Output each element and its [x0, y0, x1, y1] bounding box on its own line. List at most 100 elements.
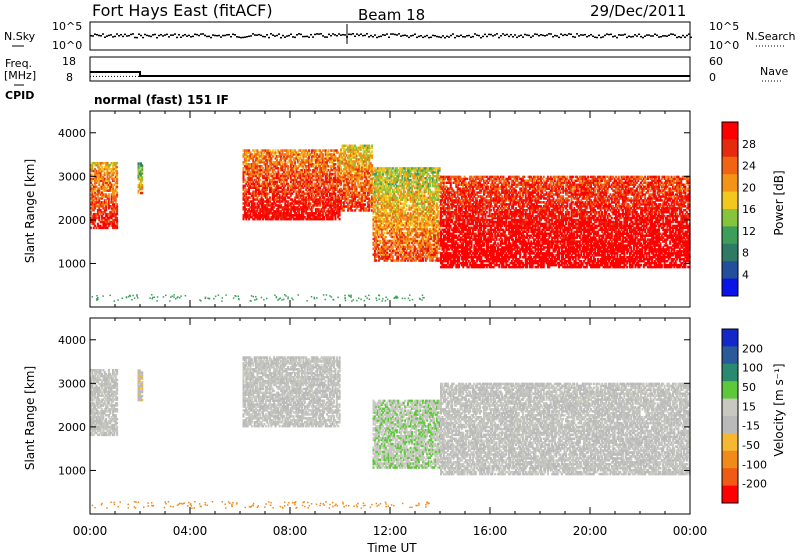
freq-left-unit: [MHz]: [4, 69, 36, 82]
beam-title: Beam 18: [358, 6, 425, 24]
noise-point: [302, 36, 304, 38]
noise-point: [314, 34, 316, 36]
noise-point: [646, 34, 648, 36]
noise-point: [454, 37, 456, 39]
noise-point: [206, 36, 208, 38]
noise-point: [444, 37, 446, 39]
noise-point: [654, 33, 656, 35]
noise-point: [350, 34, 352, 36]
noise-point: [218, 35, 220, 37]
noise-point: [426, 35, 428, 37]
noise-point: [384, 34, 386, 36]
noise-point: [490, 34, 492, 36]
noise-point: [256, 34, 258, 36]
noise-point: [684, 36, 686, 38]
noise-point: [662, 35, 664, 37]
noise-point: [478, 35, 480, 37]
echo-cell: [116, 170, 118, 172]
noise-point: [140, 35, 142, 37]
noise-point: [280, 37, 282, 39]
noise-point: [566, 35, 568, 37]
noise-point: [332, 33, 334, 35]
noise-point: [134, 37, 136, 39]
noise-point: [546, 34, 548, 36]
nave-label: Nave: [760, 65, 788, 78]
noise-point: [194, 34, 196, 36]
noise-point: [640, 36, 642, 38]
noise-point: [232, 34, 234, 36]
noise-point: [148, 35, 150, 37]
noise-point: [310, 34, 312, 36]
noise-point: [618, 34, 620, 36]
noise-point: [258, 34, 260, 36]
noise-point: [536, 34, 538, 36]
noise-point: [452, 33, 454, 35]
noise-point: [404, 35, 406, 37]
echo-cell: [141, 184, 143, 186]
noise-point: [474, 33, 476, 35]
noise-point: [90, 35, 92, 37]
noise-point: [320, 33, 322, 35]
noise-point: [356, 33, 358, 35]
noise-point: [520, 35, 522, 37]
noise-point: [688, 33, 690, 35]
noise-point: [652, 35, 654, 37]
noise-point: [104, 37, 106, 39]
noise-point: [190, 36, 192, 38]
noise-point: [540, 34, 542, 36]
noise-point: [390, 33, 392, 35]
noise-point: [394, 34, 396, 36]
noise-point: [126, 35, 128, 37]
station-title: Fort Hays East (fitACF): [92, 1, 273, 20]
noise-point: [252, 33, 254, 35]
noise-point: [626, 37, 628, 39]
noise-point: [306, 36, 308, 38]
freq-left-tick-top: 18: [62, 55, 76, 68]
noise-point: [358, 35, 360, 37]
noise-point: [668, 35, 670, 37]
noise-point: [576, 33, 578, 35]
noise-point: [594, 37, 596, 39]
noise-point: [270, 33, 272, 35]
noise-point: [396, 34, 398, 36]
noise-point: [556, 35, 558, 37]
noise-point: [648, 34, 650, 36]
noise-point: [110, 34, 112, 36]
noise-point: [164, 34, 166, 36]
noise-point: [584, 34, 586, 36]
noise-point: [424, 36, 426, 38]
noise-point: [300, 34, 302, 36]
noise-point: [604, 35, 606, 37]
noise-point: [156, 37, 158, 39]
noise-point: [682, 35, 684, 37]
noise-point: [360, 33, 362, 35]
noise-point: [442, 35, 444, 37]
noise-point: [678, 36, 680, 38]
noise-point: [450, 35, 452, 37]
noise-point: [386, 33, 388, 35]
noise-point: [222, 35, 224, 37]
noise-point: [248, 36, 250, 38]
noise-point: [430, 37, 432, 39]
noise-point: [352, 33, 354, 35]
noise-point: [548, 33, 550, 35]
noise-point: [428, 37, 430, 39]
noise-point: [162, 35, 164, 37]
noise-point: [226, 34, 228, 36]
noise-point: [342, 34, 344, 36]
noise-point: [158, 35, 160, 37]
noise-point: [472, 36, 474, 38]
noise-point: [558, 37, 560, 39]
noise-point: [482, 36, 484, 38]
noise-point: [534, 33, 536, 35]
noise-point: [418, 36, 420, 38]
noise-point: [510, 34, 512, 36]
noise-point: [492, 35, 494, 37]
noise-point: [542, 35, 544, 37]
noise-left-tick-bottom: 10^0: [52, 39, 82, 52]
noise-point: [184, 34, 186, 36]
noise-point: [266, 34, 268, 36]
noise-point: [288, 35, 290, 37]
noise-point: [336, 35, 338, 37]
noise-point: [630, 36, 632, 38]
